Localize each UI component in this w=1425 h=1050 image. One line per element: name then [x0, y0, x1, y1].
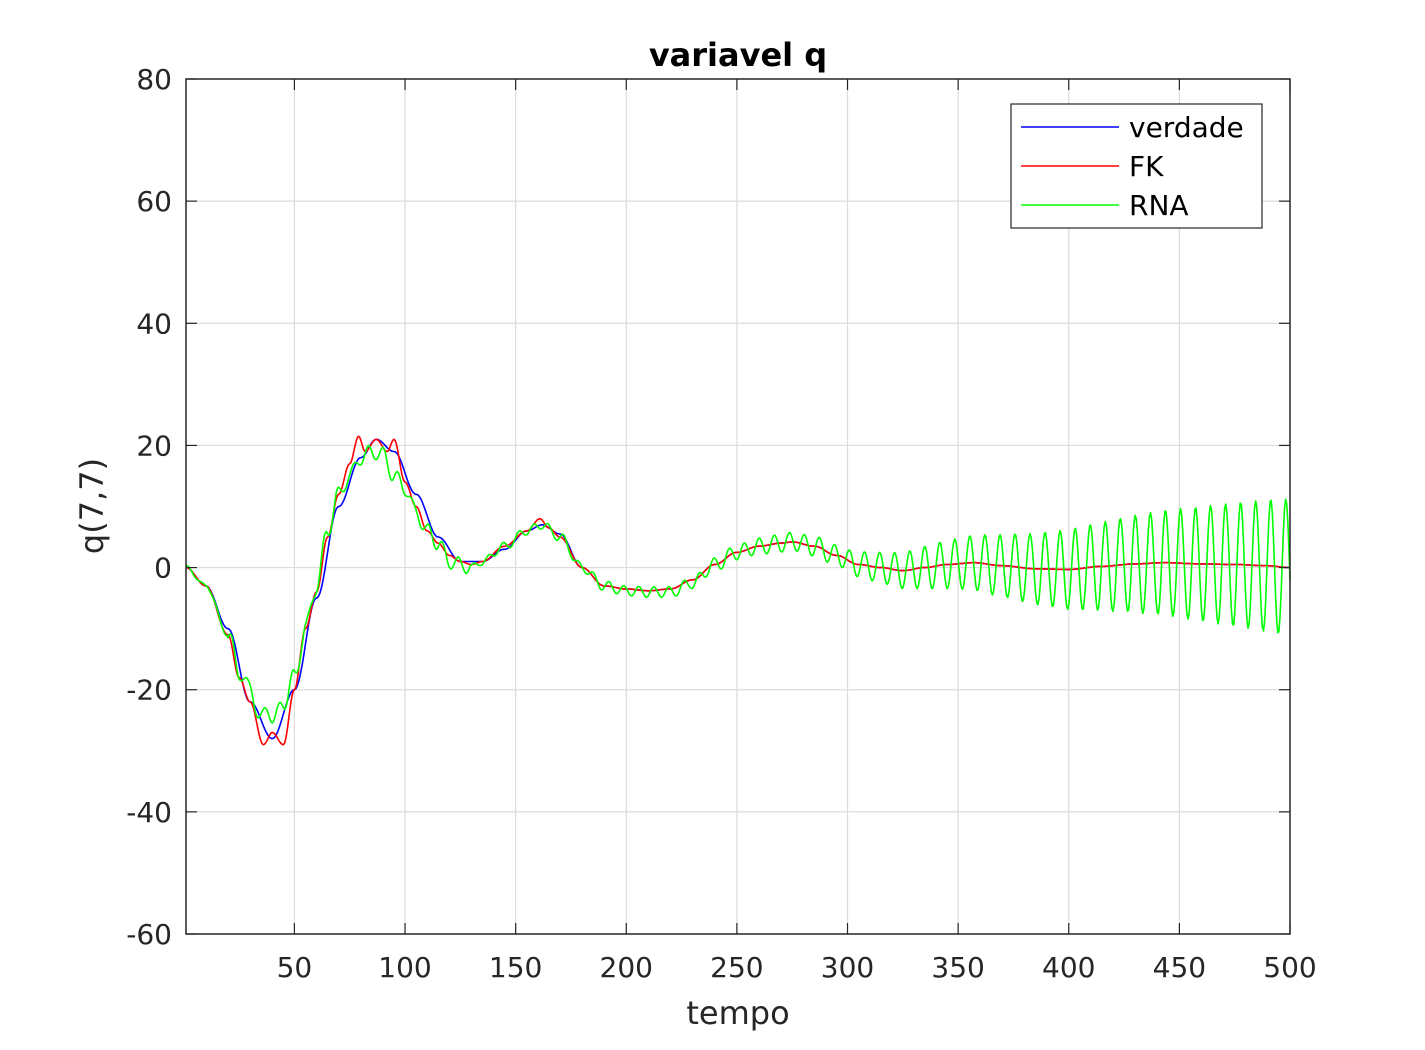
x-axis-label: tempo — [686, 994, 789, 1032]
chart-title: variavel q — [649, 36, 827, 74]
legend-label-rna: RNA — [1129, 189, 1189, 222]
plot-frame — [185, 78, 1291, 935]
y-tick-label: 0 — [154, 552, 172, 585]
x-tick-label: 500 — [1263, 951, 1316, 984]
x-tick-label: 300 — [821, 951, 874, 984]
legend-label-fk: FK — [1129, 150, 1164, 183]
x-tick-label: 350 — [931, 951, 984, 984]
x-tick-label: 400 — [1042, 951, 1095, 984]
x-tick-label: 450 — [1153, 951, 1206, 984]
y-tick-label: -60 — [126, 918, 172, 951]
legend-label-verdade: verdade — [1129, 111, 1244, 144]
y-tick-label: -40 — [126, 796, 172, 829]
y-tick-label: 80 — [136, 63, 172, 96]
data-lines — [185, 435, 1291, 746]
x-tick-label: 100 — [378, 951, 431, 984]
y-tick-label: 40 — [136, 307, 172, 340]
y-tick-label: 60 — [136, 185, 172, 218]
y-axis-label: q(7,7) — [73, 458, 111, 554]
legend: verdade FK RNA — [1010, 103, 1263, 229]
x-tick-label: 50 — [277, 951, 313, 984]
y-tick-label: 20 — [136, 429, 172, 462]
y-tick-label: -20 — [126, 674, 172, 707]
axis-ticks: 50 100 150 200 250 300 350 400 450 500 -60 -40 -20 0 2… — [126, 63, 1316, 984]
x-tick-label: 200 — [600, 951, 653, 984]
x-tick-label: 250 — [710, 951, 763, 984]
series-line-rna — [185, 444, 1291, 724]
x-tick-label: 150 — [489, 951, 542, 984]
